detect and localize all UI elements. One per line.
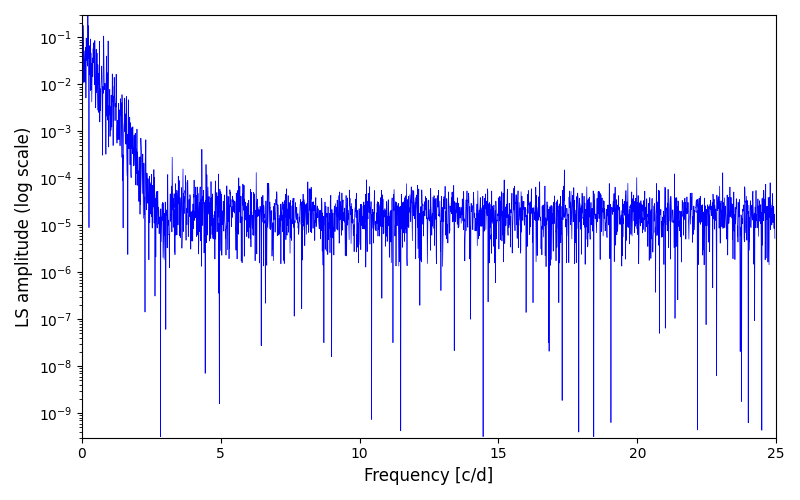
Y-axis label: LS amplitude (log scale): LS amplitude (log scale) (15, 126, 33, 326)
X-axis label: Frequency [c/d]: Frequency [c/d] (364, 467, 494, 485)
